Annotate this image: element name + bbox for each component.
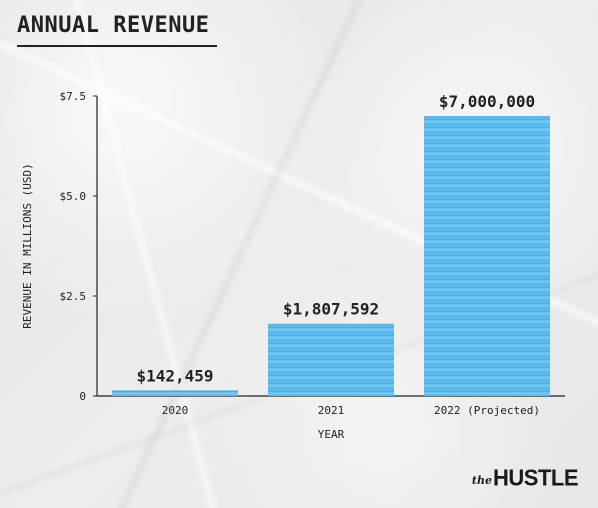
- x-tick-label-0: 2020: [162, 404, 189, 417]
- bar-value-label-0: $142,459: [136, 366, 213, 385]
- x-axis-label: YEAR: [318, 428, 345, 441]
- x-tick-label-1: 2021: [318, 404, 345, 417]
- y-tick-label-1: $2.5: [60, 290, 87, 303]
- bar-2: [424, 116, 550, 396]
- y-tick-label-0: 0: [79, 390, 86, 403]
- page-title: ANNUAL REVENUE: [17, 13, 210, 38]
- bar-value-label-1: $1,807,592: [283, 300, 379, 319]
- x-tick-label-2: 2022 (Projected): [434, 404, 540, 417]
- brand-logo-small: the: [471, 474, 492, 487]
- bar-value-label-2: $7,000,000: [439, 92, 535, 111]
- bar-0: [112, 390, 238, 396]
- brand-logo: the HUSTLE: [471, 464, 579, 491]
- y-axis-label: REVENUE IN MILLIONS (USD): [21, 163, 34, 329]
- bar-1: [268, 323, 394, 396]
- brand-logo-big: HUSTLE: [493, 464, 579, 491]
- title-underline: [17, 45, 217, 47]
- y-tick-label-3: $7.5: [60, 90, 87, 103]
- y-tick-label-2: $5.0: [60, 190, 87, 203]
